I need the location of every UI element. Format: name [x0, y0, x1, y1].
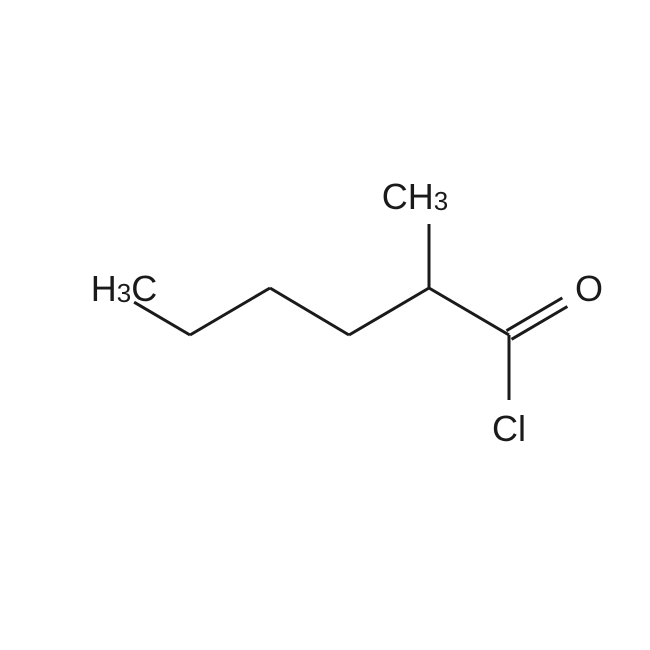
- bond-line: [270, 288, 349, 335]
- molecule-diagram: H3C CH3 O Cl: [0, 0, 650, 650]
- bond-line: [349, 288, 429, 335]
- atom-label-cl: Cl: [492, 408, 526, 449]
- bond-line: [429, 288, 509, 335]
- atom-label-o_dbl: O: [575, 268, 603, 309]
- atom-label-c_terminal: H3C: [91, 268, 157, 309]
- atom-label-c_methyl: CH3: [382, 176, 448, 217]
- bond-line: [190, 288, 270, 335]
